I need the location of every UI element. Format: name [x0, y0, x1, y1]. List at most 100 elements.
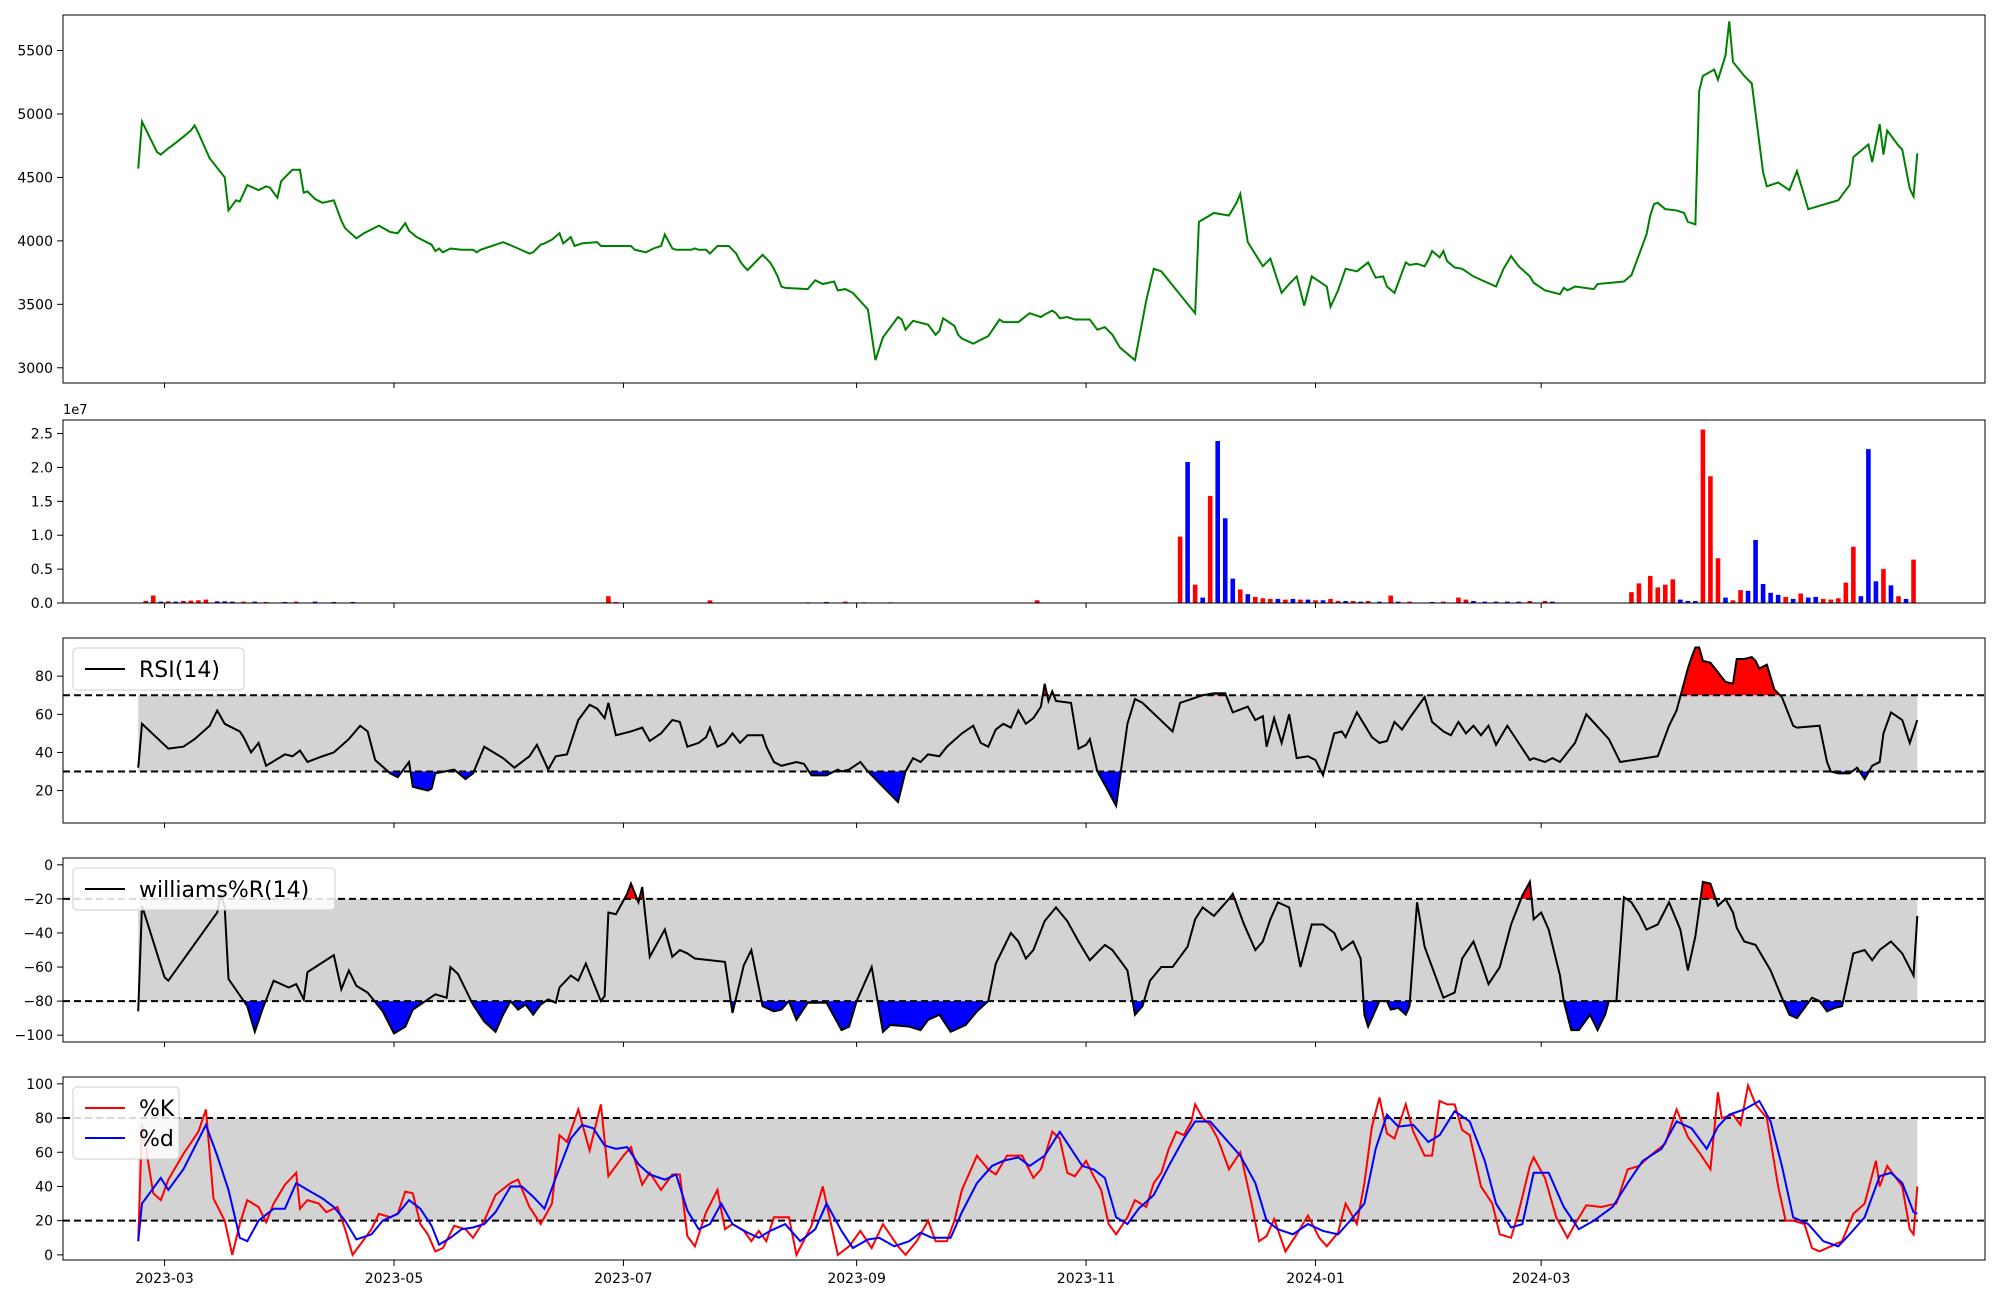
- y-tick-label: 20: [35, 784, 53, 800]
- volume-bar: [1685, 600, 1691, 603]
- volume-bar: [1365, 600, 1371, 603]
- oversold-fill: [1363, 1001, 1380, 1027]
- volume-bar: [1723, 597, 1728, 603]
- y-tick-label: 0.5: [31, 562, 53, 578]
- volume-bar: [1858, 596, 1864, 603]
- volume-bar: [1843, 582, 1849, 603]
- y-tick-label: 4000: [17, 234, 53, 250]
- axes-frame: [62, 419, 1986, 604]
- volume-bar: [229, 601, 235, 603]
- y-tick-label: 0: [44, 1248, 53, 1264]
- volume-bar: [1230, 578, 1236, 603]
- volume-bar: [173, 601, 179, 603]
- volume-bar: [282, 601, 288, 603]
- volume-bar: [1745, 590, 1751, 603]
- volume-bar: [1629, 592, 1634, 603]
- indicator-line: [137, 646, 1919, 810]
- y-tick-label: 80: [35, 1111, 53, 1127]
- x-tick-label: 2024-01: [1286, 1271, 1345, 1287]
- volume-bar: [824, 601, 829, 603]
- volume-bar: [1350, 600, 1356, 603]
- y-tick-label: −40: [23, 926, 53, 942]
- volume-bar: [158, 601, 164, 603]
- volume-bar: [143, 600, 149, 603]
- y-tick-label: 100: [26, 1077, 53, 1093]
- volume-bar: [1753, 539, 1758, 603]
- volume-bar: [1888, 585, 1894, 603]
- volume-bar: [1516, 601, 1521, 603]
- x-tick-label: 2023-03: [135, 1271, 194, 1287]
- volume-bar: [1407, 601, 1412, 603]
- x-axis: 2023-03 2023-05 2023-07 2023-09 2023-11 2024-…: [135, 383, 1570, 1287]
- volume-bar: [1866, 449, 1871, 603]
- volume-bar: [1662, 584, 1668, 603]
- y-tick-label: 3500: [17, 297, 53, 313]
- legend-label: RSI(14): [139, 658, 220, 683]
- volume-bar: [1313, 600, 1318, 603]
- volume-bar: [1738, 590, 1743, 603]
- volume-bar: [1305, 599, 1311, 603]
- volume-bar: [1456, 597, 1461, 603]
- volume-bar: [1836, 598, 1841, 603]
- legend: %K %d: [72, 1086, 180, 1160]
- volume-bar: [1911, 559, 1916, 603]
- volume-bar: [1708, 476, 1713, 603]
- volume-bar: [1798, 593, 1803, 603]
- volume-bar: [1207, 495, 1213, 603]
- volume-bar: [1441, 601, 1446, 603]
- volume-bar: [350, 601, 355, 603]
- volume-bar: [1388, 595, 1394, 603]
- volume-bar: [263, 601, 269, 603]
- legend-box: [72, 647, 245, 691]
- volume-bar: [1034, 600, 1040, 603]
- volume-bar: [331, 601, 337, 603]
- volume-bar: [150, 595, 156, 603]
- overbought-fill: [1700, 881, 1716, 899]
- oversold-fill: [456, 771, 474, 780]
- volume-bar: [1377, 601, 1382, 603]
- volume-bar: [1527, 600, 1533, 603]
- legend-label: %d: [139, 1127, 174, 1152]
- volume-bar: [1715, 558, 1721, 603]
- y-tick-label: 0.0: [31, 596, 53, 612]
- oversold-fill: [471, 1001, 511, 1032]
- volume-bar: [1636, 583, 1642, 603]
- volume-panel: 0.0 0.5 1.0 1.5 2.0 2.5 1e7: [31, 403, 1986, 612]
- volume-bar: [1828, 599, 1834, 603]
- legend-box: [72, 867, 336, 911]
- axes-frame: [62, 1076, 1986, 1261]
- rsi-panel: 20 40 60 80 RSI(14): [35, 637, 1986, 824]
- volume-bar: [1237, 589, 1243, 603]
- series-line: [137, 1099, 1918, 1250]
- volume-bar: [1813, 596, 1819, 603]
- volume-bar: [1358, 601, 1363, 603]
- x-tick-label: 2023-05: [365, 1271, 424, 1287]
- volume-bar: [1655, 587, 1661, 603]
- volume-bar: [1693, 600, 1698, 603]
- volume-bar: [1185, 462, 1190, 603]
- volume-bar: [1805, 597, 1811, 603]
- oversold-fill: [788, 1001, 857, 1031]
- y-tick-label: 2.5: [31, 427, 53, 443]
- legend: williams%R(14): [72, 867, 336, 911]
- y-tick-label: 80: [35, 669, 53, 685]
- y-tick-label: 0: [44, 858, 53, 874]
- volume-bar: [1463, 599, 1469, 603]
- volume-bar: [166, 601, 171, 603]
- volume-bar: [1700, 429, 1706, 603]
- y-tick-label: 40: [35, 745, 53, 761]
- y-tick-label: 60: [35, 1145, 53, 1161]
- volume-bar: [188, 600, 194, 603]
- williams-panel: 0 −20 −40 −60 −80 −100 williams%R(14): [15, 857, 1986, 1044]
- volume-bar: [1320, 600, 1326, 603]
- volume-bar: [1260, 598, 1266, 603]
- y-tick-label: 5000: [17, 107, 53, 123]
- volume-bar: [1493, 601, 1499, 603]
- volume-bar: [1192, 584, 1198, 603]
- y-tick-label: 4500: [17, 170, 53, 186]
- volume-bar: [196, 600, 201, 603]
- legend-label: %K: [139, 1097, 175, 1122]
- volume-bar: [1471, 600, 1476, 603]
- volume-bar: [1245, 594, 1251, 603]
- volume-bar: [1298, 599, 1303, 603]
